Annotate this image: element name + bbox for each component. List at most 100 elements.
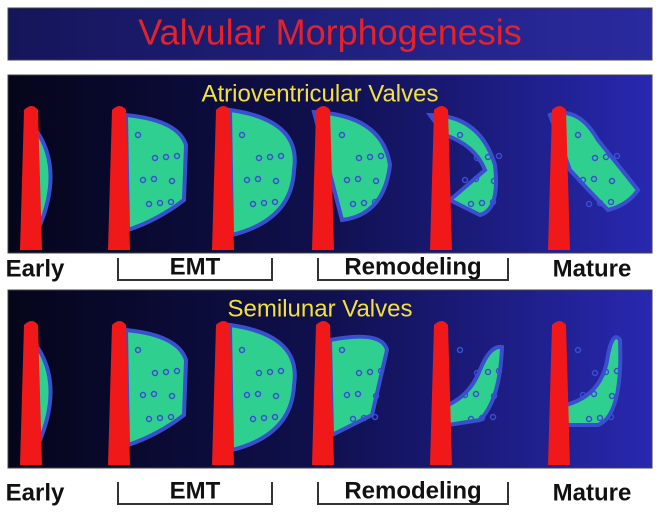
cell [254,175,262,183]
cell [366,368,374,376]
cell [266,368,274,376]
cell [162,153,170,161]
cell [579,391,587,399]
cell [490,392,498,400]
cell [343,391,351,399]
cell [607,413,615,421]
cell [495,152,503,160]
cell [249,200,257,208]
cell [343,176,351,184]
wall [108,106,130,250]
cell [372,177,380,185]
cell [150,175,158,183]
leaflet [547,110,641,213]
cell [243,391,251,399]
cell [607,198,615,206]
stage-label: Remodeling [344,477,481,504]
panel-title: Atrioventricular Valves [202,80,439,107]
cell [134,346,142,354]
cell [489,198,497,206]
cell [360,414,368,422]
cell [134,131,142,139]
cell [150,390,158,398]
cell [377,367,385,375]
cell [608,177,616,185]
leaflet [123,112,189,233]
cell [156,199,164,207]
leaflet [227,107,297,238]
cell [173,152,181,160]
cell [354,175,362,183]
stage-label: EMT [170,477,221,504]
cell [478,199,486,207]
cell [585,200,593,208]
cell [151,154,159,162]
cell [473,154,481,162]
cell [371,198,379,206]
cell [456,131,464,139]
stage-label: Remodeling [344,253,481,280]
cell [139,176,147,184]
cell [139,391,147,399]
cell [490,177,498,185]
leaflet [311,109,393,223]
cell [372,392,380,400]
cell [168,392,176,400]
cell [377,152,385,160]
cell [260,199,268,207]
cell [156,414,164,422]
wall [548,321,570,465]
cell [613,152,621,160]
cell [272,392,280,400]
cell [338,346,346,354]
cell [484,368,492,376]
cell [260,414,268,422]
wall [20,321,42,465]
cell [338,131,346,139]
cell [461,176,469,184]
cell [585,415,593,423]
cell [145,200,153,208]
cell [243,176,251,184]
cell [349,415,357,423]
wall [20,106,42,250]
title-bar [7,7,653,61]
bracket [117,482,273,505]
leaflet [425,112,498,218]
leaflet [327,334,390,439]
cell [271,198,279,206]
wall [108,321,130,465]
cell [472,175,480,183]
cell [249,415,257,423]
bracket [117,258,273,281]
cell [151,369,159,377]
cell [238,131,246,139]
cell [608,392,616,400]
stage-label: Mature [553,479,632,506]
cell [590,175,598,183]
cell [602,153,610,161]
cell [489,413,497,421]
wall [212,321,234,465]
cell [574,131,582,139]
cell [277,367,285,375]
cell [167,413,175,421]
cell [591,369,599,377]
cell [574,346,582,354]
stage-label: Early [6,255,65,282]
cell [456,346,464,354]
cell [255,369,263,377]
cell [371,413,379,421]
bracket [317,482,509,505]
cell [478,414,486,422]
cell [355,154,363,162]
cell [272,177,280,185]
cell [484,153,492,161]
cell [255,154,263,162]
leaflet [227,322,297,453]
panel-title: Semilunar Valves [228,295,413,322]
cell [467,415,475,423]
cell [613,367,621,375]
cell [266,153,274,161]
